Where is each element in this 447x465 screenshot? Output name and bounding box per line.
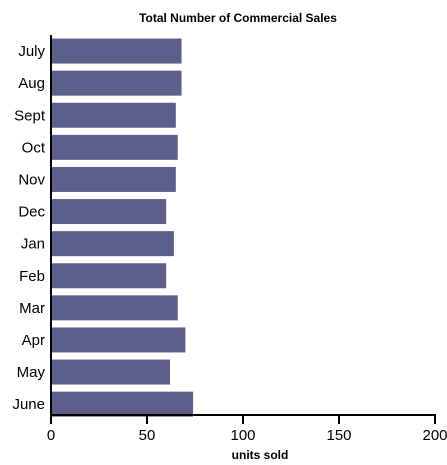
bars-group [51, 38, 194, 417]
category-label-july: July [18, 43, 45, 60]
x-tick-label-0: 0 [47, 427, 55, 444]
x-tick-label-150: 150 [326, 427, 351, 444]
category-label-dec: Dec [18, 204, 45, 221]
category-label-mar: Mar [19, 300, 45, 317]
chart-title: Total Number of Commercial Sales [139, 11, 337, 25]
bar-aug [51, 70, 182, 96]
bar-oct [51, 134, 178, 160]
bar-june [51, 391, 194, 417]
x-tick-label-50: 50 [139, 427, 156, 444]
category-label-apr: Apr [22, 332, 45, 349]
bar-apr [51, 327, 186, 353]
bar-nov [51, 166, 176, 192]
category-label-feb: Feb [19, 268, 45, 285]
bar-sept [51, 102, 176, 128]
x-tick-label-100: 100 [230, 427, 255, 444]
category-labels: July Aug Sept Oct Nov Dec Jan Feb Mar Apr May June [12, 43, 45, 413]
category-label-jan: Jan [21, 236, 45, 253]
category-label-sept: Sept [14, 107, 46, 124]
bar-feb [51, 263, 167, 289]
x-axis-ticks: 0 50 100 150 200 [47, 415, 447, 444]
bar-mar [51, 295, 178, 321]
category-label-may: May [17, 364, 46, 381]
category-label-aug: Aug [18, 75, 45, 92]
category-label-nov: Nov [18, 171, 45, 188]
x-axis-label: units sold [232, 448, 289, 462]
category-label-june: June [12, 396, 45, 413]
bar-jan [51, 231, 174, 257]
bar-may [51, 359, 171, 385]
bar-dec [51, 199, 167, 225]
x-tick-label-200: 200 [422, 427, 447, 444]
category-label-oct: Oct [22, 139, 46, 156]
bar-july [51, 38, 182, 64]
